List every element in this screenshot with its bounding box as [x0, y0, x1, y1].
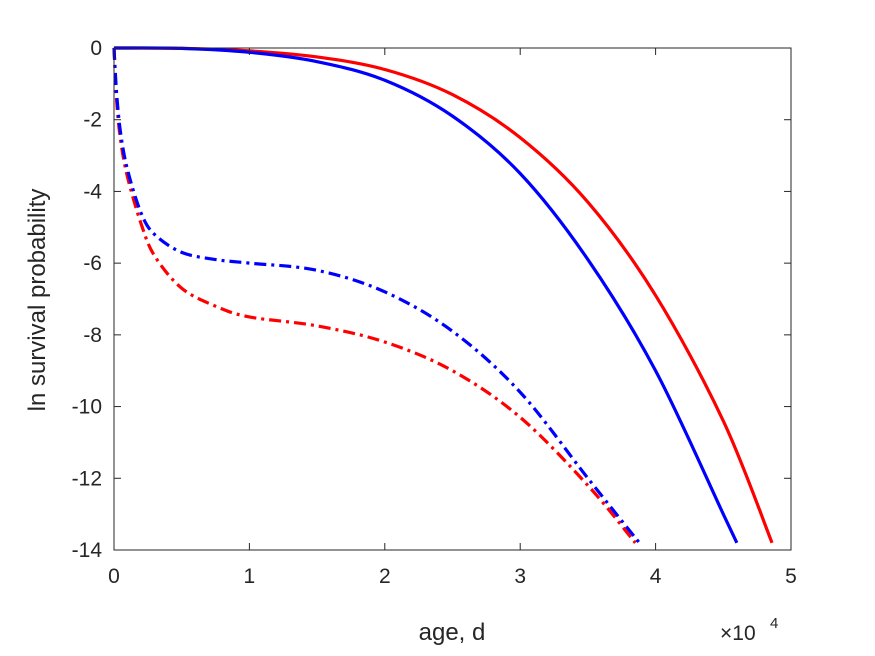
y-tick-label: -14: [72, 539, 103, 562]
y-tick-label: 0: [90, 37, 102, 60]
ticks-layer: 0 1 2 3 4 5 0 -2 -4 -6 -8 -10 -12 -14: [72, 37, 797, 588]
x-tick-label: 1: [244, 565, 256, 588]
series-line-4: [112, 47, 641, 544]
y-tick-label: -4: [83, 180, 102, 203]
x-tick-label: 3: [514, 565, 526, 588]
y-tick-label: -12: [72, 467, 102, 490]
axes-box: [113, 47, 792, 551]
x-scale-multiplier: ×10: [720, 622, 756, 645]
series-layer: [112, 46, 774, 544]
x-tick-label: 5: [785, 565, 797, 588]
x-scale-exponent: 4: [770, 615, 778, 632]
plot-area: [114, 48, 791, 550]
y-tick-label: -2: [83, 109, 102, 132]
x-tick-label: 4: [650, 565, 662, 588]
x-axis-label: age, d: [419, 619, 486, 646]
y-axis-label: ln survival probability: [24, 189, 51, 412]
x-tick-label: 0: [108, 565, 120, 588]
x-tick-label: 2: [379, 565, 391, 588]
y-tick-label: -8: [83, 324, 102, 347]
y-tick-label: -6: [83, 252, 102, 275]
series-line-2: [113, 46, 739, 544]
y-tick-label: -10: [72, 396, 102, 419]
